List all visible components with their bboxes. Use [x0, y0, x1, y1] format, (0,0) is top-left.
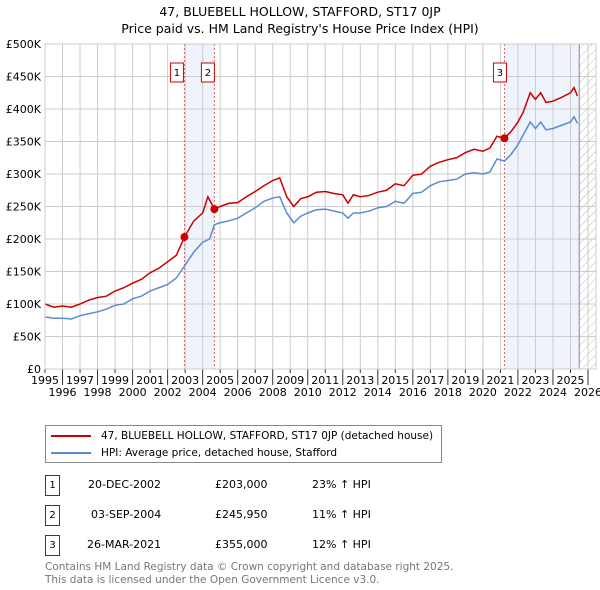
x-tick-label: 1998 — [84, 386, 112, 399]
sale-point — [180, 233, 189, 242]
legend-swatch — [51, 452, 91, 454]
x-tick-label: 2024 — [539, 386, 567, 399]
sale-date: 03-SEP-2004 — [91, 508, 162, 521]
x-tick-label: 2014 — [364, 386, 392, 399]
legend-label: HPI: Average price, detached house, Staf… — [101, 447, 338, 459]
sale-hpi: 11% ↑ HPI — [312, 508, 371, 521]
y-tick-label: £200K — [6, 233, 42, 246]
sale-date: 26-MAR-2021 — [87, 538, 162, 551]
y-tick-label: £300K — [6, 168, 42, 181]
y-tick-label: £250K — [6, 201, 42, 214]
x-tick-label: 2026 — [574, 386, 600, 399]
series-line — [44, 115, 579, 320]
y-tick-label: £500K — [6, 38, 42, 51]
x-tick-label: 2021 — [486, 374, 514, 387]
x-tick-label: 2010 — [294, 386, 322, 399]
sale-row: 3 26-MAR-2021 £355,000 12% ↑ HPI — [45, 535, 465, 557]
x-tick-label: 1995 — [31, 374, 59, 387]
x-tick-label: 2022 — [504, 386, 532, 399]
subtitle-line: Price paid vs. HM Land Registry's House … — [121, 21, 479, 36]
x-tick-label: 2006 — [224, 386, 252, 399]
legend-item-property: 47, BLUEBELL HOLLOW, STAFFORD, ST17 0JP … — [51, 428, 433, 444]
sale-marker-label: 2 — [205, 68, 211, 79]
sale-price: £355,000 — [215, 538, 268, 551]
x-tick-label: 1997 — [66, 374, 94, 387]
y-tick-label: £0 — [27, 363, 41, 376]
sale-marker-box — [492, 62, 507, 83]
legend: 47, BLUEBELL HOLLOW, STAFFORD, ST17 0JP … — [45, 425, 442, 463]
x-tick-label: 2008 — [259, 386, 287, 399]
sale-marker-box — [200, 62, 215, 83]
x-tick-label: 2000 — [119, 386, 147, 399]
x-tick-label: 2009 — [276, 374, 304, 387]
x-tick-label: 2019 — [451, 374, 479, 387]
x-tick-label: 2025 — [556, 374, 584, 387]
plot-border — [44, 43, 597, 370]
title-line: 47, BLUEBELL HOLLOW, STAFFORD, ST17 0JP — [159, 4, 441, 19]
x-tick-label: 2017 — [416, 374, 444, 387]
x-tick-label: 2023 — [521, 374, 549, 387]
sale-date: 20-DEC-2002 — [88, 478, 162, 491]
y-tick-label: £450K — [6, 71, 42, 84]
x-tick-label: 2002 — [154, 386, 182, 399]
x-tick-label: 2020 — [469, 386, 497, 399]
y-tick-label: £400K — [6, 103, 42, 116]
sale-marker-label: 1 — [174, 68, 180, 79]
sale-row: 2 03-SEP-2004 £245,950 11% ↑ HPI — [45, 505, 465, 527]
x-tick-label: 1999 — [101, 374, 129, 387]
x-tick-label: 2018 — [434, 386, 462, 399]
x-tick-label: 2015 — [381, 374, 409, 387]
x-tick-label: 2011 — [311, 374, 339, 387]
y-tick-label: £50K — [13, 331, 42, 344]
sale-marker-label: 1 — [45, 475, 60, 496]
sale-point — [210, 205, 219, 214]
series-line — [44, 85, 579, 309]
x-tick-label: 2005 — [206, 374, 234, 387]
chart-title: 47, BLUEBELL HOLLOW, STAFFORD, ST17 0JP … — [0, 3, 600, 37]
x-tick-label: 2016 — [399, 386, 427, 399]
legend-item-hpi: HPI: Average price, detached house, Staf… — [51, 445, 337, 461]
sale-marker-label: 3 — [497, 68, 503, 79]
y-tick-label: £350K — [6, 136, 42, 149]
footer: Contains HM Land Registry data © Crown c… — [45, 561, 453, 587]
x-tick-label: 2007 — [241, 374, 269, 387]
sale-point — [500, 134, 509, 143]
price-chart: 1995199619971998199920002001200220032004… — [6, 38, 600, 399]
sale-hpi: 23% ↑ HPI — [312, 478, 371, 491]
y-tick-label: £150K — [6, 266, 42, 279]
sale-price: £245,950 — [215, 508, 268, 521]
legend-swatch — [51, 435, 91, 437]
x-tick-label: 2012 — [329, 386, 357, 399]
x-tick-label: 2001 — [136, 374, 164, 387]
x-tick-label: 1996 — [49, 386, 77, 399]
sale-marker-label: 3 — [45, 535, 60, 556]
sale-hpi: 12% ↑ HPI — [312, 538, 371, 551]
sale-marker-box — [169, 62, 184, 83]
legend-label: 47, BLUEBELL HOLLOW, STAFFORD, ST17 0JP … — [101, 430, 434, 442]
sale-marker-label: 2 — [45, 505, 60, 526]
sale-price: £203,000 — [215, 478, 268, 491]
copyright-text: Contains HM Land Registry data © Crown c… — [45, 561, 454, 573]
y-tick-label: £100K — [6, 298, 42, 311]
x-tick-label: 2004 — [189, 386, 217, 399]
x-tick-label: 2013 — [346, 374, 374, 387]
x-tick-label: 2003 — [171, 374, 199, 387]
sale-row: 1 20-DEC-2002 £203,000 23% ↑ HPI — [45, 475, 465, 497]
licence-text: This data is licensed under the Open Gov… — [45, 574, 380, 586]
